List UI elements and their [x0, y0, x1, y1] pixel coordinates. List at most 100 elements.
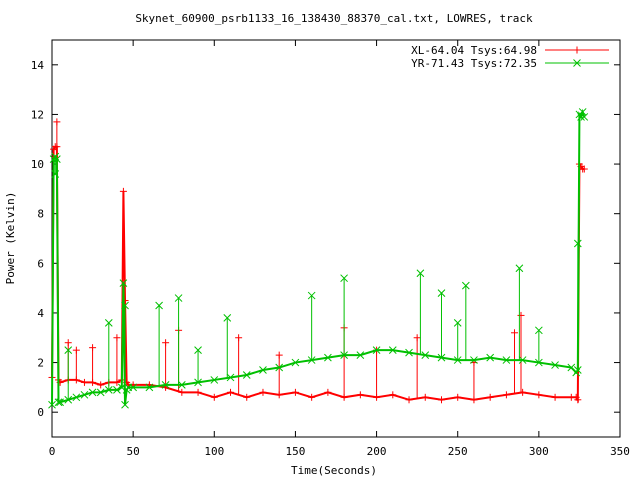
legend-label: XL-64.04 Tsys:64.98 [411, 44, 537, 57]
data-point [291, 358, 300, 367]
data-point [72, 393, 81, 402]
data-point [113, 386, 121, 394]
data-point [307, 291, 316, 300]
data-point [72, 346, 80, 354]
x-tick-label: 200 [367, 445, 387, 458]
data-point [275, 363, 284, 372]
series-line [51, 145, 585, 404]
data-point [129, 383, 137, 392]
data-point [194, 388, 202, 396]
y-axis-label: Power (Kelvin) [4, 192, 17, 285]
data-point [421, 351, 430, 359]
series-2 [48, 108, 589, 409]
y-tick-label: 4 [37, 307, 44, 320]
data-point [324, 353, 332, 362]
data-point [535, 326, 543, 335]
y-tick-label: 2 [37, 357, 44, 370]
data-point [80, 390, 89, 399]
data-point [291, 388, 299, 396]
data-point [64, 339, 72, 347]
data-point [551, 361, 559, 369]
data-point [416, 269, 425, 278]
data-point [580, 165, 588, 173]
data-point [324, 388, 332, 396]
data-point [54, 398, 63, 407]
data-point [259, 388, 267, 396]
y-tick-label: 0 [37, 406, 44, 419]
data-point [56, 398, 64, 407]
data-point [80, 378, 88, 386]
data-point [194, 346, 202, 355]
data-point [573, 46, 581, 54]
data-point [88, 388, 97, 397]
series-layer [48, 108, 589, 409]
data-point [453, 319, 462, 327]
data-point [162, 339, 170, 347]
data-point [454, 393, 462, 401]
data-point [210, 376, 219, 384]
y-tick-label: 12 [31, 108, 44, 121]
data-point [577, 113, 585, 121]
y-tick-label: 10 [31, 158, 44, 171]
data-point [145, 383, 154, 392]
data-point [535, 391, 543, 399]
data-point [461, 281, 470, 290]
data-point [275, 351, 283, 359]
data-point [574, 396, 582, 404]
data-point [89, 344, 97, 352]
data-point [227, 388, 235, 396]
data-point [113, 334, 121, 342]
y-tick-label: 8 [37, 208, 44, 221]
data-point [388, 346, 397, 355]
data-point [48, 400, 56, 409]
axes: 0 50 100 150 200 250 300 350 0 2 4 6 8 10 12 14 [31, 40, 630, 458]
legend-label: YR-71.43 Tsys:72.35 [411, 57, 537, 70]
data-point [161, 381, 170, 389]
x-tick-label: 100 [204, 445, 224, 458]
series-line [51, 108, 586, 405]
data-point [155, 301, 163, 310]
data-point [177, 381, 186, 389]
data-point [117, 383, 126, 392]
data-point [413, 334, 421, 342]
data-point [405, 396, 413, 404]
data-point [421, 393, 429, 401]
data-point [518, 356, 527, 364]
data-point [235, 334, 243, 342]
chart-title: Skynet_60900_psrb1133_16_138430_88370_ca… [135, 12, 533, 25]
data-point [470, 356, 478, 364]
data-point [96, 388, 105, 397]
data-point [437, 289, 446, 297]
data-point [308, 393, 316, 401]
x-tick-label: 150 [285, 445, 305, 458]
data-point [580, 113, 589, 121]
data-point [372, 346, 381, 355]
x-tick-label: 250 [448, 445, 468, 458]
data-point [389, 391, 397, 399]
data-point [502, 391, 510, 399]
data-point [573, 239, 582, 248]
data-point [515, 264, 524, 273]
series-1 [48, 118, 588, 404]
y-tick-label: 6 [37, 257, 44, 270]
data-point [119, 187, 127, 195]
data-point [174, 294, 183, 302]
data-point [121, 301, 129, 310]
data-point [578, 108, 587, 116]
data-point [517, 311, 525, 319]
data-point [519, 388, 527, 396]
data-point [223, 314, 232, 322]
data-point [242, 371, 251, 379]
data-point [64, 346, 73, 355]
plot-frame [51, 39, 621, 438]
data-point [511, 329, 519, 337]
data-point [226, 373, 235, 382]
data-point [243, 393, 251, 401]
data-point [486, 353, 495, 362]
data-point [502, 356, 511, 364]
x-axis-label: Time(Seconds) [291, 464, 377, 477]
data-point [51, 170, 60, 178]
data-point [356, 391, 364, 399]
x-tick-label: 50 [127, 445, 140, 458]
y-tick-label: 14 [31, 59, 45, 72]
